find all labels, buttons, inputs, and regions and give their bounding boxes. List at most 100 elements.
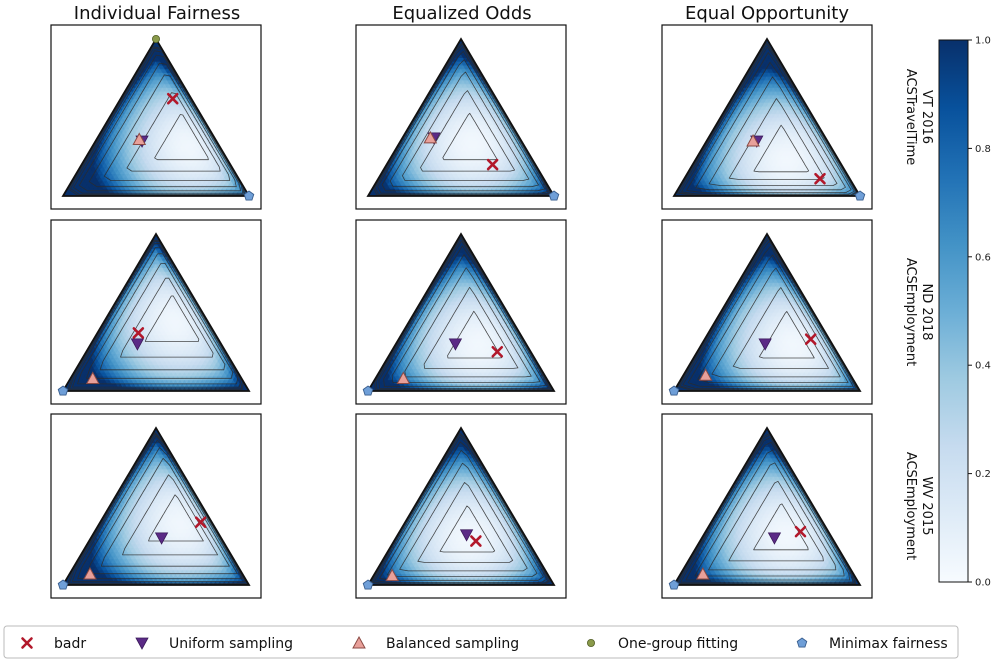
simplex-panels: [50, 24, 873, 599]
marker-uniform: [130, 338, 145, 351]
colorbar-tick-label: 0.0: [975, 578, 991, 589]
simplex-outline: [366, 426, 556, 586]
row-label-1-line-2: ND 2018: [919, 284, 934, 341]
legend-item-uniform: Uniform sampling: [135, 636, 293, 652]
column-titles: Individual Fairness Equalized Odds Equal…: [74, 3, 850, 24]
colorbar-tick-label: 0.6: [975, 252, 991, 263]
marker-minimax: [57, 579, 69, 590]
simplex-outline: [366, 37, 556, 197]
simplex-panel-r1-c0: [50, 219, 262, 405]
marker-badr: [814, 172, 826, 185]
marker-minimax: [362, 579, 374, 590]
marker-balanced: [746, 134, 760, 147]
colorbar-tick-label: 1.0: [975, 36, 991, 47]
contour-lines: [67, 239, 244, 391]
legend-label: One-group fitting: [618, 636, 738, 652]
column-title-individual-fairness: Individual Fairness: [74, 3, 240, 24]
markers: [362, 529, 482, 590]
row-label-2-line-1: ACSEmployment: [903, 452, 918, 560]
marker-balanced: [423, 130, 438, 144]
triangle-up-icon: [352, 635, 366, 649]
colorbar-tick-label: 0.4: [975, 361, 991, 372]
legend-label: Minimax fairness: [829, 636, 948, 652]
colorbar: 0.0 0.2 0.4 0.6 0.8 1.0: [938, 36, 991, 589]
row-label-2-line-2: WV 2015: [919, 477, 934, 536]
marker-minimax: [668, 579, 680, 590]
marker-minimax: [243, 190, 255, 201]
colorbar-ticks: 0.0 0.2 0.4 0.6 0.8 1.0: [968, 36, 991, 589]
simplex-outline: [61, 426, 251, 586]
simplex-outline: [672, 426, 862, 586]
triangle-down-icon: [135, 637, 149, 650]
markers: [57, 327, 145, 396]
colorbar-tick-label: 0.8: [975, 144, 991, 155]
legend-items: badr Uniform sampling Balanced sampling One…: [21, 635, 948, 652]
legend-item-onegroup: One-group fitting: [587, 636, 738, 652]
marker-badr: [794, 525, 807, 538]
row-label-1-line-1: ACSEmployment: [903, 258, 918, 366]
simplex-panel-r0-c1: [355, 24, 567, 210]
x-icon: [21, 637, 33, 649]
marker-badr: [166, 92, 179, 105]
marker-uniform: [154, 532, 169, 545]
marker-onegroup: [152, 35, 160, 43]
simplex-panel-r0-c2: [661, 24, 873, 210]
marker-minimax: [854, 190, 866, 201]
marker-minimax: [548, 190, 560, 201]
simplex-panel-r2-c0: [50, 413, 262, 599]
markers: [362, 338, 504, 396]
simplex-panel-r0-c0: [50, 24, 262, 210]
marker-badr: [470, 535, 482, 547]
markers: [668, 333, 817, 396]
simplex-panel-r2-c1: [355, 413, 567, 599]
marker-badr: [804, 333, 817, 345]
simplex-panel-r1-c2: [661, 219, 873, 405]
legend-frame: [3, 625, 959, 659]
simplex-outline: [366, 232, 556, 392]
simplex-panel-r2-c2: [661, 413, 873, 599]
marker-balanced: [385, 568, 400, 582]
legend-label: Uniform sampling: [169, 636, 293, 652]
markers: [746, 134, 866, 201]
simplex-panel-r1-c1: [355, 219, 567, 405]
markers: [132, 35, 255, 201]
marker-balanced: [85, 371, 100, 384]
markers: [423, 130, 560, 201]
markers: [668, 525, 807, 590]
column-title-equal-opportunity: Equal Opportunity: [685, 3, 849, 24]
row-label-0-line-2: VT 2016: [919, 90, 934, 144]
simplex-outline: [61, 37, 251, 197]
marker-badr: [132, 327, 145, 339]
simplex-outline: [672, 232, 862, 392]
legend: badr Uniform sampling Balanced sampling One…: [3, 625, 959, 659]
marker-uniform: [448, 338, 463, 351]
contour-lines: [677, 236, 860, 391]
colorbar-tick-label: 0.2: [975, 469, 991, 480]
legend-label: badr: [54, 636, 86, 652]
legend-item-minimax: Minimax fairness: [796, 636, 948, 652]
marker-minimax: [668, 385, 680, 396]
marker-minimax: [57, 385, 69, 396]
column-title-equalized-odds: Equalized Odds: [392, 3, 531, 24]
legend-item-badr: badr: [21, 636, 86, 652]
marker-badr: [486, 158, 499, 171]
pentagon-icon: [796, 637, 808, 648]
marker-balanced: [83, 566, 97, 580]
row-labels: ACSTravelTime VT 2016 ACSEmployment ND 2…: [903, 69, 934, 560]
marker-balanced: [695, 566, 710, 580]
markers: [57, 516, 207, 590]
marker-balanced: [396, 371, 411, 384]
marker-uniform: [767, 532, 782, 545]
simplex-outline: [61, 232, 251, 392]
marker-uniform: [459, 529, 474, 542]
colorbar-gradient: [938, 39, 969, 583]
marker-balanced: [132, 132, 147, 145]
marker-minimax: [362, 385, 374, 396]
circle-icon: [587, 639, 595, 647]
simplex-outline: [672, 37, 862, 197]
marker-uniform: [758, 338, 772, 351]
marker-badr: [194, 516, 207, 529]
row-label-0-line-1: ACSTravelTime: [903, 69, 918, 165]
marker-balanced: [698, 368, 713, 381]
